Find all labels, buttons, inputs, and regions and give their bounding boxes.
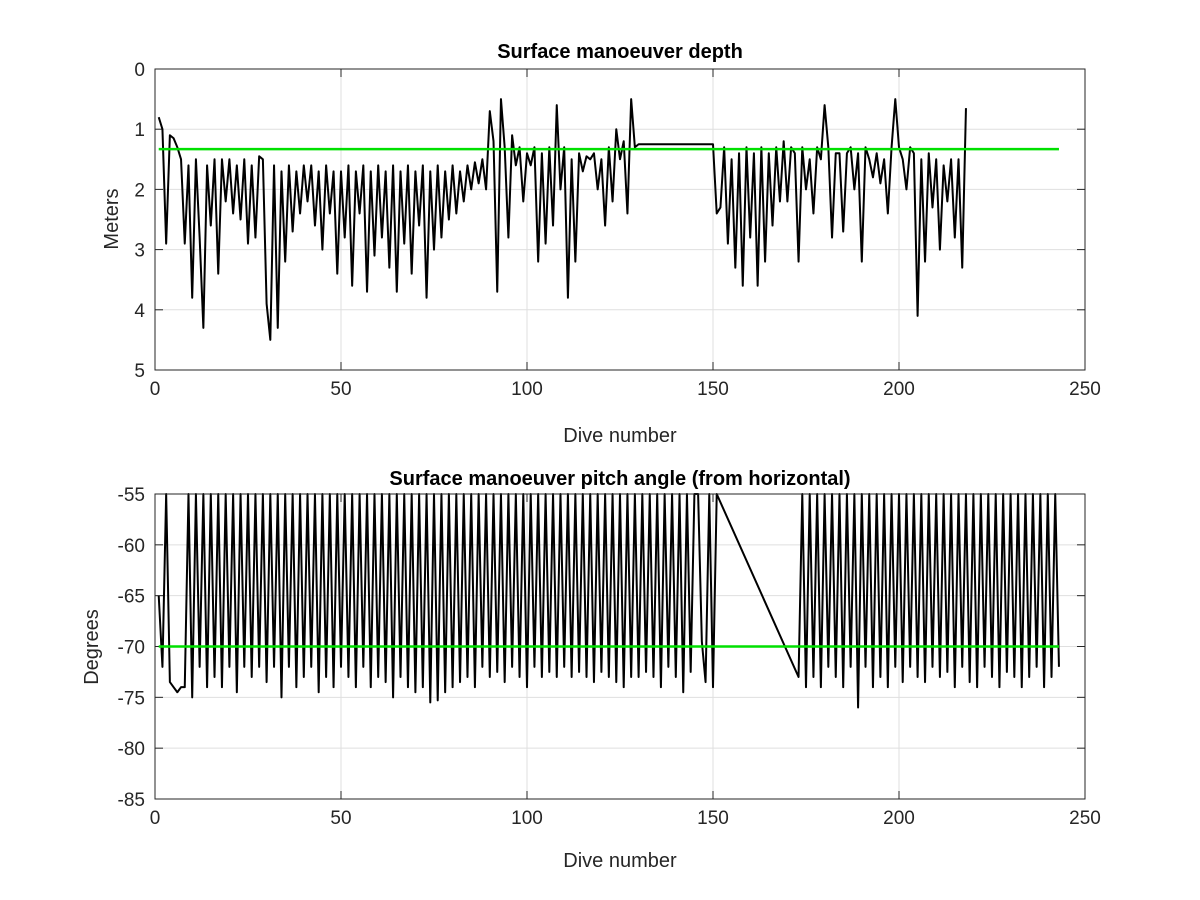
pitch-y-tick-label: -80 — [118, 739, 145, 760]
depth-x-tick-label: 150 — [697, 379, 729, 400]
pitch-subplot: Surface manoeuver pitch angle (from hori… — [81, 468, 1101, 872]
pitch-x-tick-label: 0 — [150, 808, 161, 829]
pitch-y-tick-label: -70 — [118, 638, 145, 659]
depth-y-tick-label: 0 — [134, 60, 145, 81]
pitch-x-tick-label: 150 — [697, 808, 729, 829]
pitch-x-tick-label: 250 — [1069, 808, 1101, 829]
depth-x-axis-label: Dive number — [563, 425, 677, 447]
depth-y-tick-label: 2 — [134, 180, 145, 201]
pitch-data-line — [157, 493, 1060, 709]
depth-x-tick-label: 250 — [1069, 379, 1101, 400]
depth-x-tick-label: 50 — [330, 379, 351, 400]
pitch-x-tick-label: 50 — [330, 808, 351, 829]
pitch-y-axis-label: Degrees — [81, 609, 103, 685]
pitch-plot-title: Surface manoeuver pitch angle (from hori… — [389, 468, 850, 490]
pitch-x-tick-label: 100 — [511, 808, 543, 829]
pitch-y-tick-label: -65 — [118, 587, 145, 608]
depth-data-line — [157, 98, 967, 341]
pitch-y-tick-label: -75 — [118, 688, 145, 709]
pitch-y-tick-label: -55 — [118, 485, 145, 506]
depth-ticks: 0 50 100 150 200 250 0 1 2 3 4 5 — [134, 60, 1100, 400]
depth-subplot: Surface manoeuver depth Dive number Mete… — [101, 41, 1101, 447]
pitch-x-axis-label: Dive number — [563, 850, 677, 872]
depth-series — [157, 98, 1059, 341]
depth-y-tick-label: 4 — [134, 301, 145, 322]
pitch-ticks: 0 50 100 150 200 250 -55 -60 -65 -70 -75 -80 -85 — [118, 485, 1101, 829]
depth-x-tick-label: 100 — [511, 379, 543, 400]
depth-plot-title: Surface manoeuver depth — [497, 41, 743, 63]
depth-y-axis-label: Meters — [101, 188, 123, 249]
pitch-y-tick-label: -85 — [118, 790, 145, 811]
depth-x-tick-label: 0 — [150, 379, 161, 400]
depth-axes-box — [154, 68, 1086, 371]
pitch-series — [157, 493, 1060, 709]
depth-y-tick-label: 5 — [134, 361, 145, 382]
pitch-y-tick-label: -60 — [118, 536, 145, 557]
depth-y-tick-label: 3 — [134, 241, 145, 262]
pitch-axes-box — [154, 493, 1086, 800]
pitch-x-tick-label: 200 — [883, 808, 915, 829]
depth-y-tick-label: 1 — [134, 120, 145, 141]
depth-x-tick-label: 200 — [883, 379, 915, 400]
